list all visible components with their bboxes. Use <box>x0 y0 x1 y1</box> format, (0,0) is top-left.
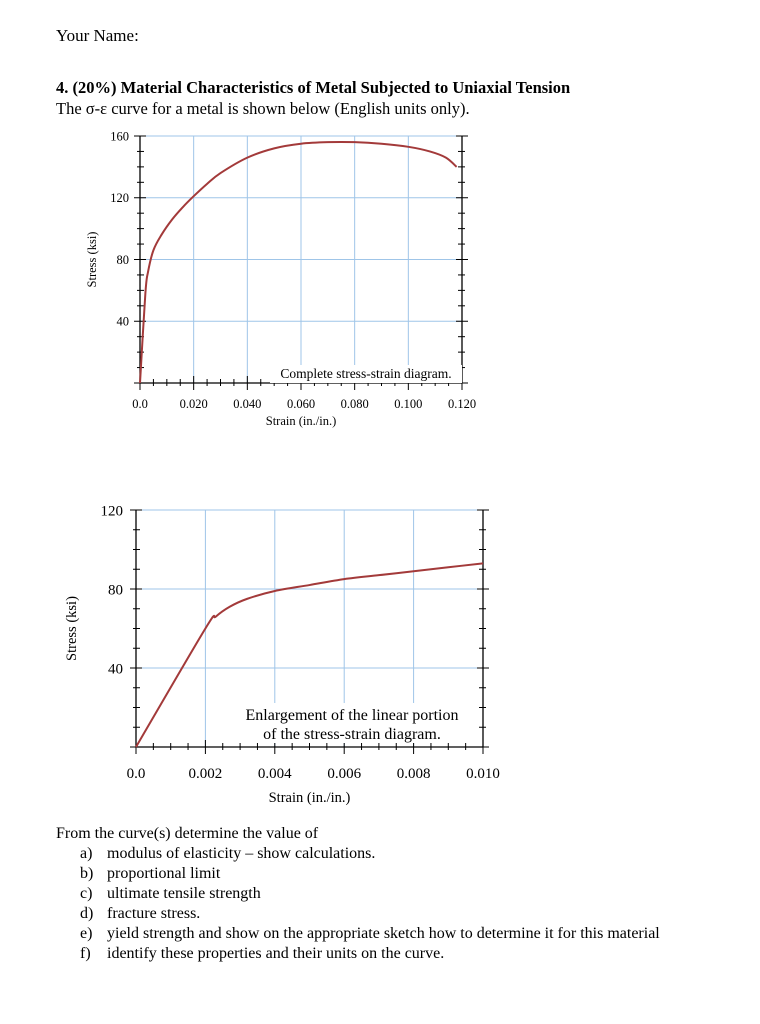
x-tick-label: 0.0 <box>132 397 148 411</box>
y-tick-label: 40 <box>108 661 123 677</box>
x-axis-title: Strain (in./in.) <box>266 414 336 428</box>
chart-caption-line: of the stress-strain diagram. <box>263 726 441 743</box>
question-item-e: e) yield strength and show on the appropr… <box>80 924 660 944</box>
question-item-c: c) ultimate tensile strength <box>80 884 660 904</box>
stress-strain-charts: 0.0 0.020 0.040 0.060 0.080 0.100 0.1204080120… <box>64 129 500 806</box>
y-tick-label: 40 <box>117 315 130 329</box>
question-heading: 4. (20%) Material Characteristics of Met… <box>56 78 571 97</box>
y-tick-label: 160 <box>110 129 129 143</box>
x-tick-label: 0.040 <box>233 397 261 411</box>
question-letter: f) <box>80 945 91 962</box>
question-letter: b) <box>80 865 94 882</box>
x-tick-label: 0.0 <box>127 766 146 782</box>
your-name-label: Your Name: <box>56 26 139 45</box>
questions-section: From the curve(s) determine the value of… <box>56 824 660 964</box>
questions-intro: From the curve(s) determine the value of <box>56 825 319 842</box>
question-letter: c) <box>80 885 93 902</box>
x-tick-label: 0.060 <box>287 397 315 411</box>
x-tick-label: 0.002 <box>189 766 223 782</box>
x-tick-label: 0.006 <box>327 766 361 782</box>
question-letter: a) <box>80 845 93 862</box>
question-text: identify these properties and their unit… <box>107 945 445 962</box>
question-item-f: f) identify these properties and their un… <box>80 944 660 964</box>
chart-caption-line: Enlargement of the linear portion <box>246 707 459 724</box>
x-tick-label: 0.020 <box>180 397 208 411</box>
question-letter: d) <box>80 905 94 922</box>
y-tick-label: 120 <box>110 191 129 205</box>
y-tick-label: 80 <box>117 253 130 267</box>
question-item-b: b) proportional limit <box>80 864 660 884</box>
chart-caption: Complete stress-strain diagram. <box>280 366 451 381</box>
question-text: fracture stress. <box>107 905 201 922</box>
x-tick-label: 0.010 <box>466 766 500 782</box>
y-tick-label: 80 <box>108 582 123 598</box>
question-text: ultimate tensile strength <box>107 885 261 902</box>
question-intro: The σ-ε curve for a metal is shown below… <box>56 99 470 118</box>
x-tick-label: 0.100 <box>394 397 422 411</box>
x-tick-label: 0.004 <box>258 766 292 782</box>
y-tick-label: 120 <box>101 503 124 519</box>
question-text: modulus of elasticity – show calculation… <box>107 845 376 862</box>
question-text: proportional limit <box>107 865 221 882</box>
x-tick-label: 0.120 <box>448 397 476 411</box>
questions-list: a) modulus of elasticity – show calculati… <box>56 844 660 964</box>
x-tick-label: 0.008 <box>397 766 431 782</box>
x-axis-title: Strain (in./in.) <box>269 790 351 806</box>
question-item-d: d) fracture stress. <box>80 904 660 924</box>
y-axis-title: Stress (ksi) <box>64 596 80 661</box>
stress-strain-curve <box>135 562 484 748</box>
stress-strain-curve <box>139 140 458 384</box>
question-item-a: a) modulus of elasticity – show calculati… <box>80 844 660 864</box>
question-letter: e) <box>80 925 93 942</box>
caption-background <box>226 703 478 743</box>
x-tick-label: 0.080 <box>341 397 369 411</box>
question-text: yield strength and show on the appropria… <box>107 925 660 942</box>
caption-background <box>270 365 462 383</box>
y-axis-title: Stress (ksi) <box>85 232 99 288</box>
